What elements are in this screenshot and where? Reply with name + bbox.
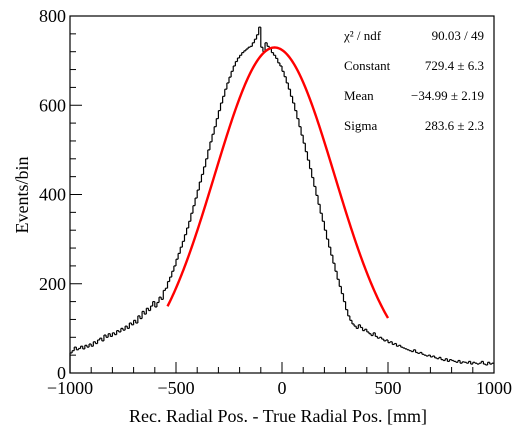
- plot-frame: [69, 15, 495, 374]
- y-tick-label: 800: [39, 6, 66, 26]
- stats-constant-value: 729.4 ± 6.3: [425, 58, 484, 73]
- stats-constant-name: Constant: [344, 58, 391, 73]
- x-tick-label: −500: [157, 378, 194, 398]
- x-tick-label: −1000: [47, 378, 93, 398]
- y-tick-label: 400: [39, 185, 66, 205]
- x-tick-label: 500: [375, 378, 402, 398]
- stats-row-chi2: χ² / ndf 90.03 / 49: [343, 28, 484, 43]
- gaussian-fit-curve: [166, 46, 390, 319]
- fit-layer: [166, 46, 390, 319]
- y-tick-label: 0: [57, 363, 66, 383]
- stats-chi2-value: 90.03 / 49: [432, 28, 484, 43]
- histogram-layer: [69, 26, 494, 373]
- axis-ticks: −1000 −500 0 500 1000 0 200 400 600 800: [39, 6, 512, 398]
- stats-row-mean: Mean −34.99 ± 2.19: [344, 88, 484, 103]
- x-tick-label: 0: [278, 378, 287, 398]
- stats-row-constant: Constant 729.4 ± 6.3: [344, 58, 484, 73]
- y-tick-label: 600: [39, 95, 66, 115]
- fit-stats-box: χ² / ndf 90.03 / 49 Constant 729.4 ± 6.3…: [343, 28, 484, 133]
- stats-chi2-name: χ² / ndf: [343, 28, 382, 43]
- stats-sigma-name: Sigma: [344, 118, 377, 133]
- y-axis-title: Events/bin: [12, 157, 32, 234]
- x-axis-title: Rec. Radial Pos. - True Radial Pos. [mm]: [129, 406, 427, 426]
- stats-sigma-value: 283.6 ± 2.3: [425, 118, 484, 133]
- x-tick-label: 1000: [476, 378, 512, 398]
- stats-mean-value: −34.99 ± 2.19: [411, 88, 484, 103]
- stats-mean-name: Mean: [344, 88, 374, 103]
- stats-row-sigma: Sigma 283.6 ± 2.3: [344, 118, 484, 133]
- y-tick-label: 200: [39, 274, 66, 294]
